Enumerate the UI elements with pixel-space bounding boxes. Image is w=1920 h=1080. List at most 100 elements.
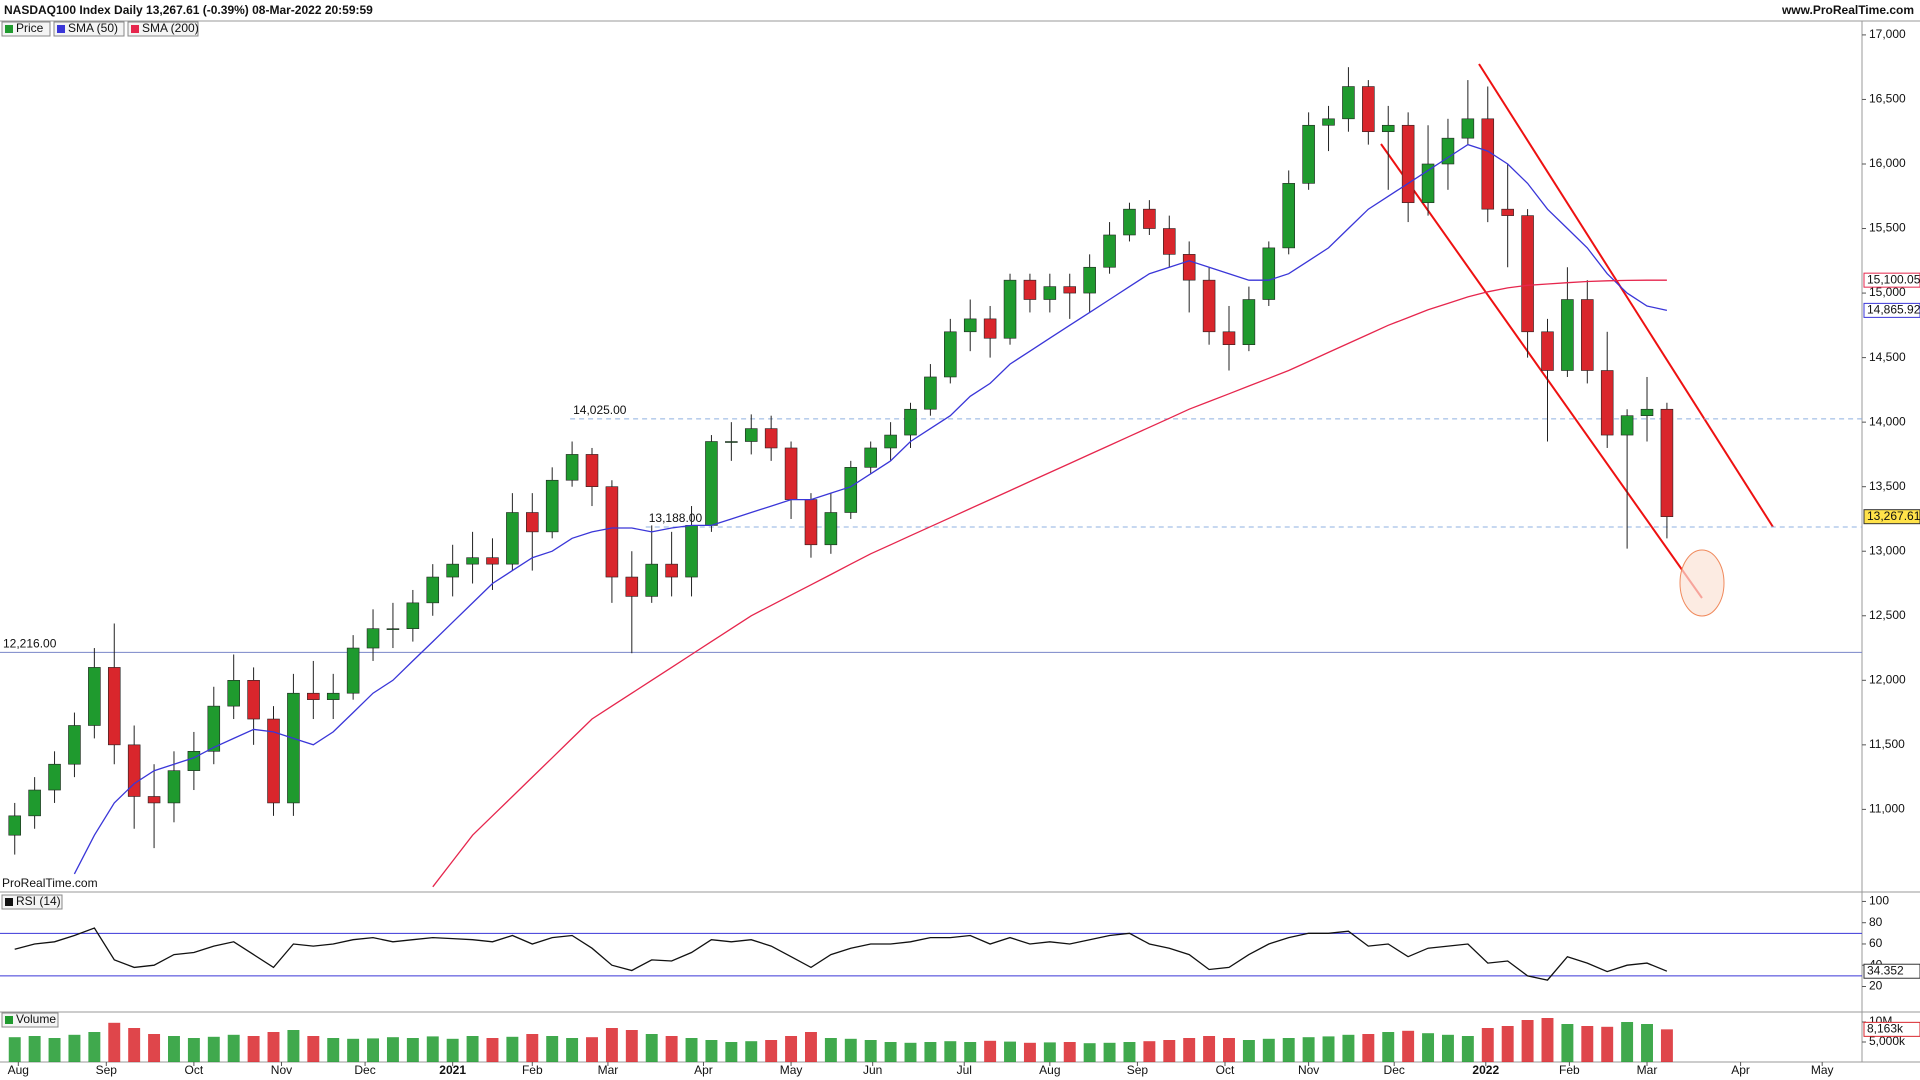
volume-bar: [307, 1036, 320, 1062]
volume-bar: [287, 1030, 300, 1062]
volume-bar: [1282, 1038, 1295, 1062]
volume-bar: [725, 1042, 738, 1062]
legend-item: RSI (14): [1, 894, 63, 910]
x-tick-label: May: [1811, 1063, 1834, 1077]
last-value-label: 8,163k: [1867, 1022, 1904, 1036]
last-value-box: 13,267.61: [1863, 509, 1920, 525]
volume-bar: [1461, 1036, 1474, 1062]
y-tick-label: 13,500: [1869, 479, 1906, 493]
candle-body: [366, 628, 380, 649]
volume-bar: [187, 1038, 200, 1062]
candle-body: [824, 512, 838, 546]
candle-body: [665, 563, 678, 578]
volume-bar: [1402, 1030, 1415, 1062]
y-tick-label: 5,000k: [1869, 1034, 1906, 1048]
y-tick-label: 14,500: [1869, 350, 1906, 364]
candle-body: [1620, 415, 1634, 436]
volume-bar: [904, 1042, 917, 1062]
candle-body: [1103, 234, 1116, 268]
candle-body: [346, 647, 360, 694]
candle-body: [1581, 299, 1594, 371]
x-tick-label: 2022: [1472, 1063, 1499, 1077]
x-tick-label: Aug: [8, 1063, 29, 1077]
last-value-label: 34.352: [1867, 963, 1904, 977]
legend-swatch: [5, 25, 13, 33]
x-tick-label: Feb: [1559, 1063, 1580, 1077]
candle-body: [1401, 124, 1415, 204]
legend-swatch: [5, 1016, 13, 1024]
volume-bar: [1322, 1036, 1335, 1062]
candle-body: [625, 576, 639, 597]
candle-body: [1441, 137, 1455, 165]
header-source: www.ProRealTime.com: [1781, 3, 1914, 17]
candle-body: [406, 602, 420, 629]
candle-body: [1003, 279, 1017, 339]
last-value-label: 13,267.61: [1867, 509, 1920, 523]
volume-bar: [227, 1034, 240, 1062]
candle-body: [864, 447, 877, 468]
volume-bar: [1541, 1018, 1554, 1062]
candle-body: [1501, 208, 1514, 216]
volume-bar: [466, 1036, 479, 1062]
reference-label: 13,188.00: [649, 511, 703, 525]
volume-bar: [1561, 1024, 1574, 1062]
candle-body: [924, 376, 937, 410]
volume-bar: [486, 1038, 499, 1062]
candle-body: [1123, 208, 1136, 236]
candle-body: [1640, 408, 1654, 416]
legend-label: Volume: [16, 1012, 56, 1026]
candle-body: [1083, 266, 1096, 294]
volume-bar: [844, 1038, 857, 1062]
volume-bar: [1501, 1026, 1514, 1062]
y-tick-label: 16,500: [1869, 92, 1906, 106]
y-tick-label: 80: [1869, 915, 1883, 929]
candle-body: [1262, 247, 1276, 300]
volume-bar: [207, 1036, 220, 1062]
volume-bar: [625, 1030, 638, 1062]
volume-bar: [506, 1036, 519, 1062]
volume-bar: [1521, 1020, 1534, 1062]
volume-bar: [1641, 1024, 1653, 1062]
candle-body: [506, 512, 519, 565]
candle-body: [1182, 254, 1196, 281]
volume-bar: [28, 1036, 41, 1062]
watermark: ProRealTime.com: [2, 876, 98, 890]
candle-body: [844, 467, 858, 513]
volume-bar: [1481, 1028, 1494, 1062]
candle-body: [1302, 124, 1315, 184]
candle-body: [705, 441, 718, 526]
candle-body: [725, 441, 738, 443]
candle-body: [486, 557, 499, 565]
volume-bar: [526, 1034, 539, 1062]
volume-bar: [1362, 1034, 1375, 1062]
candle-body: [1561, 299, 1574, 371]
y-tick-label: 15,000: [1869, 285, 1906, 299]
x-tick-label: Oct: [1216, 1063, 1235, 1077]
x-tick-label: Mar: [598, 1063, 619, 1077]
candle-body: [227, 680, 240, 707]
volume-bar: [1441, 1034, 1454, 1062]
candle-body: [1063, 286, 1077, 294]
candle-body: [88, 667, 101, 726]
volume-bar: [1103, 1042, 1116, 1062]
candle-body: [983, 318, 997, 339]
rsi-line: [14, 927, 1668, 981]
candle-body: [307, 692, 320, 700]
candle-body: [1481, 118, 1495, 210]
legend-label: RSI (14): [16, 894, 61, 908]
candle-body: [884, 434, 897, 449]
legend-frame: [53, 21, 125, 37]
x-tick-label: Dec: [1384, 1063, 1405, 1077]
candle-body: [744, 428, 758, 442]
volume-bar: [1123, 1042, 1136, 1062]
last-value-box: 34.352: [1863, 963, 1920, 979]
volume-bar: [605, 1028, 618, 1062]
candle-body: [267, 718, 280, 804]
x-tick-label: Nov: [271, 1063, 292, 1077]
y-tick-label: 12,000: [1869, 672, 1906, 686]
y-tick-label: 12,500: [1869, 608, 1906, 622]
legend-frame: [1, 1012, 59, 1028]
volume-bar: [386, 1037, 399, 1062]
